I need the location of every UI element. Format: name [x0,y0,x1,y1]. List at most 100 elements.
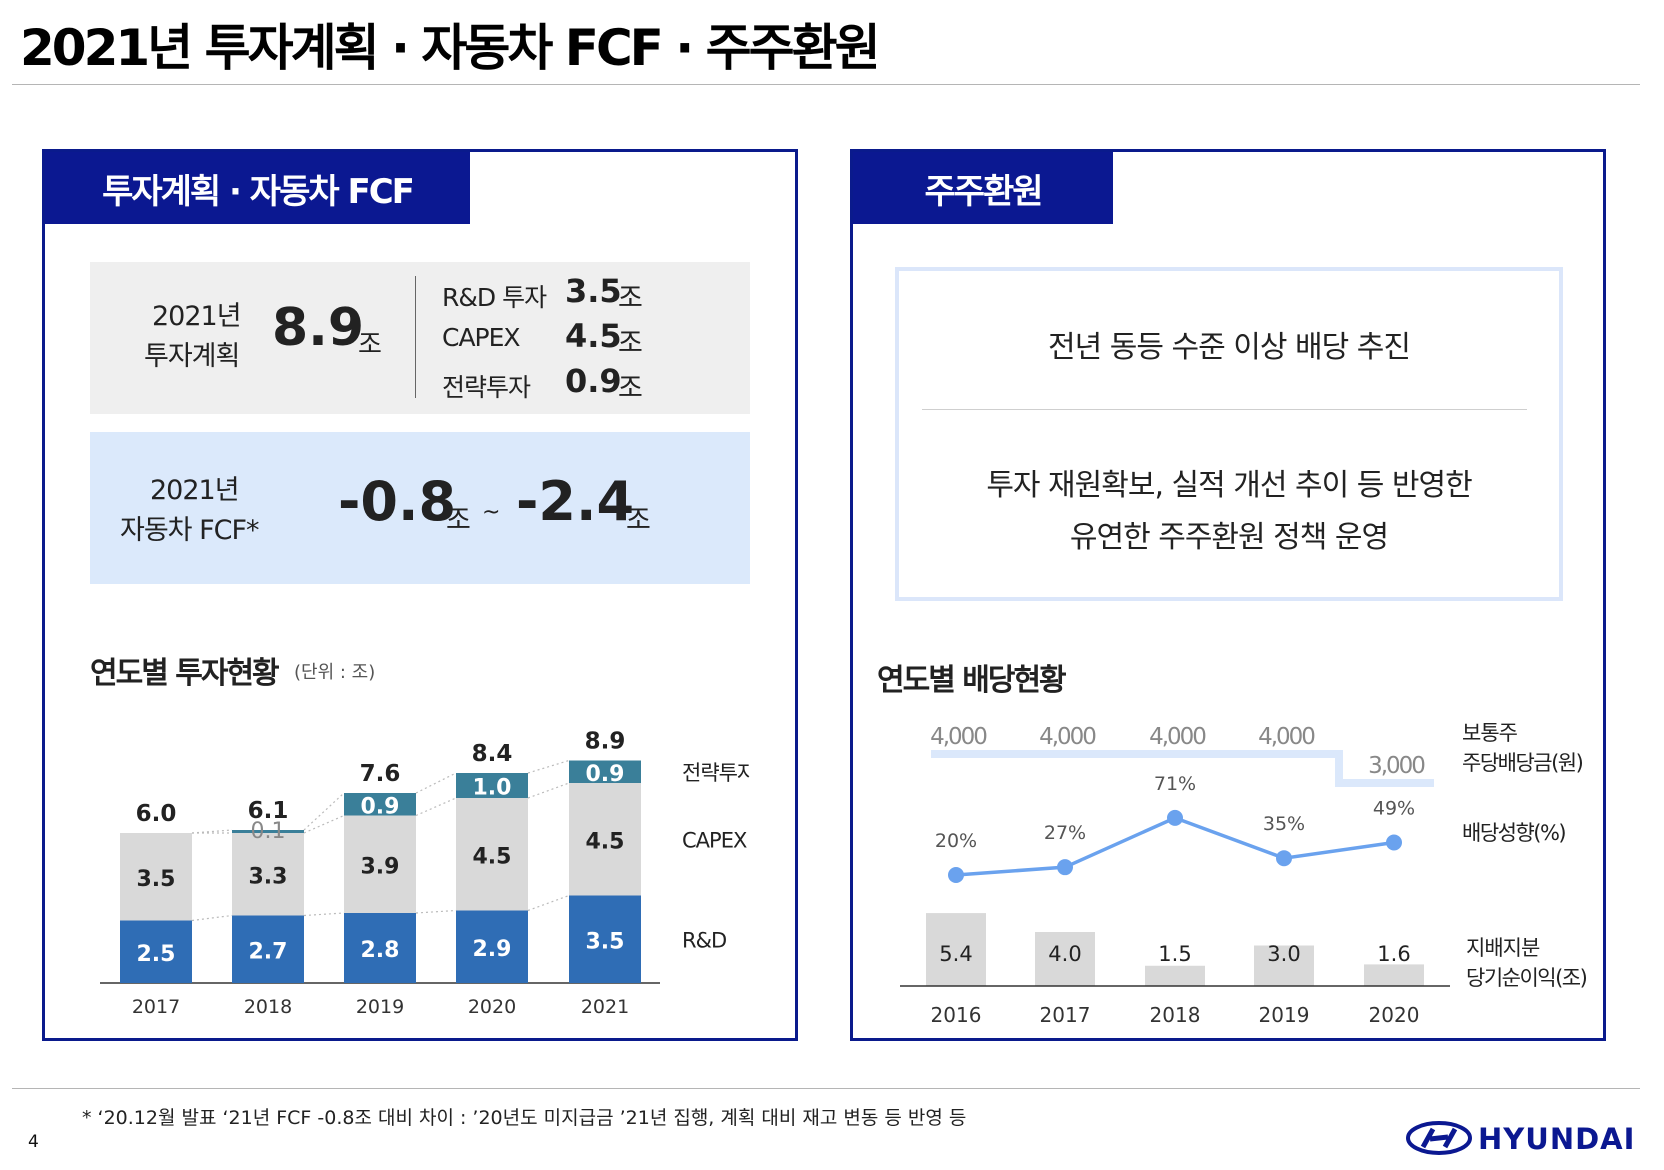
plan-total-unit: 조 [358,330,382,360]
dps-line [931,750,1434,787]
fcf-high-value: -2.4 [516,470,635,533]
invest-connector-line [415,797,457,817]
net-income-value-label: 5.4 [939,942,972,966]
breakdown-unit-rnd: 조 [618,283,643,314]
hyundai-emblem-h-icon [1420,1127,1458,1149]
hyundai-logo: HYUNDAI [1406,1121,1634,1156]
footnote: * ‘20.12월 발표 ‘21년 FCF -0.8조 대비 차이 : ’20년… [82,1107,967,1129]
fcf-range-separator: ~ [482,500,501,525]
invest-bar-rnd [569,895,641,983]
payout-ratio-point [948,867,964,883]
investment-chart: 2.5 3.5 6.0 2017 2.7 3.3 0.16.1 2018 2.8 3.9 0.9 7.… [100,729,750,1018]
invest-total-label: 6.1 [248,798,289,824]
dividend-year-label: 2020 [1369,1003,1420,1027]
payout-ratio-legend: 배당성향(%) [1462,821,1565,845]
dps-value-label: 4,000 [1149,724,1206,750]
plan-total-value: 8.9 [272,298,365,358]
invest-value-label: 3.9 [361,854,400,879]
net-income-bar [1254,945,1314,986]
dividend-year-label: 2016 [931,1003,982,1027]
dps-legend-line-2: 주당배당금(원) [1462,751,1583,775]
invest-value-label: 4.5 [586,829,625,854]
payout-ratio-point [1167,809,1183,826]
invest-connector-line [527,759,570,774]
invest-legend-strategic: 전략투자 [682,761,750,785]
page-title: 2021년 투자계획 · 자동차 FCF · 주주환원 [20,19,881,77]
dps-legend-line-1: 보통주 [1462,721,1518,745]
invest-value-label: 3.5 [137,867,176,892]
auto-fcf-box: 2021년 자동차 FCF* -0.8 조 ~ -2.4 조 [90,432,750,584]
invest-bar-capex [569,783,641,896]
net-income-bar [1145,965,1205,986]
invest-legend-capex: CAPEX [682,828,747,852]
invest-bar-rnd [456,910,528,983]
invest-value-label: 1.0 [473,776,512,801]
net-income-value-label: 4.0 [1048,942,1081,966]
net-income-value-label: 1.5 [1158,942,1191,966]
fcf-label-year: 2021년 [150,475,240,506]
invest-total-label: 8.4 [472,741,513,767]
invest-total-label: 6.0 [136,801,177,827]
invest-bar-strategic [456,773,528,798]
invest-connector-line [303,792,345,831]
net-income-value-label: 3.0 [1267,942,1300,966]
invest-connector-line [191,829,233,834]
dividend-chart-title: 연도별 배당현황 [877,663,1067,698]
investment-plan-box: 2021년 투자계획 8.9 조 R&D 투자 3.5 조 CAPEX 4.5 … [90,262,750,414]
breakdown-unit-capex: 조 [618,328,643,359]
invest-bar-strategic [232,830,304,833]
invest-value-label: 0.9 [361,794,400,819]
payout-ratio-point [1386,834,1402,851]
invest-value-label: 2.7 [249,939,288,964]
invest-legend-rnd: R&D [682,928,726,952]
dividend-policy-divider [922,409,1527,410]
shareholder-return-panel-tab: 주주환원 [853,152,1113,224]
dividend-policy-box [895,267,1563,601]
dividend-chart: 4,000 4,000 4,000 4,000 3,000 20% 27% 71% 35% 49%… [900,721,1588,1027]
invest-value-label: 2.5 [137,942,176,967]
plan-divider [415,276,416,398]
payout-ratio-line [955,815,1395,877]
payout-ratio-label: 71% [1154,773,1196,795]
dividend-policy-body-line-2: 유연한 주주환원 정책 운영 [1069,520,1389,555]
invest-year-label: 2019 [356,996,404,1018]
fcf-low-unit: 조 [446,505,471,536]
breakdown-value-capex: 4.5 [565,317,622,355]
net-income-bar [1364,964,1424,986]
dividend-policy-headline: 전년 동등 수준 이상 배당 추진 [1048,330,1411,365]
title-divider [12,84,1640,85]
invest-year-label: 2020 [468,996,516,1018]
net-income-legend-line-2: 당기순이익(조) [1466,966,1587,990]
invest-bar-capex [456,798,528,911]
invest-bar-rnd [232,915,304,983]
invest-value-label: 2.9 [473,937,512,962]
fcf-high-unit: 조 [626,505,651,536]
breakdown-value-strategic: 0.9 [565,362,622,400]
payout-ratio-label: 49% [1373,798,1415,820]
net-income-bar [1035,932,1095,986]
invest-connector-line [415,909,457,914]
investment-panel-tab: 투자계획 · 자동차 FCF [45,152,470,224]
plan-label-name: 투자계획 [144,341,240,372]
invest-bar-rnd [120,920,192,983]
payout-ratio-point [1057,859,1073,876]
invest-value-label: 0.1 [251,819,286,844]
fcf-low-value: -0.8 [338,470,457,533]
invest-connector-line [527,894,570,912]
invest-value-label: 3.5 [586,929,625,954]
invest-value-label: 2.8 [361,938,400,963]
payout-ratio-point [1276,850,1292,867]
breakdown-value-rnd: 3.5 [565,272,622,310]
dividend-year-label: 2017 [1040,1003,1091,1027]
net-income-value-label: 1.6 [1377,942,1410,966]
payout-ratio-label: 20% [935,830,977,852]
invest-year-label: 2021 [581,996,629,1018]
breakdown-unit-strategic: 조 [618,373,643,404]
dps-value-label: 4,000 [930,724,987,750]
dps-value-label: 4,000 [1258,724,1315,750]
page-number: 4 [28,1132,39,1152]
invest-connector-line [303,912,345,917]
dividend-year-label: 2019 [1259,1003,1310,1027]
invest-bar-capex [120,833,192,921]
net-income-bar [926,913,986,986]
